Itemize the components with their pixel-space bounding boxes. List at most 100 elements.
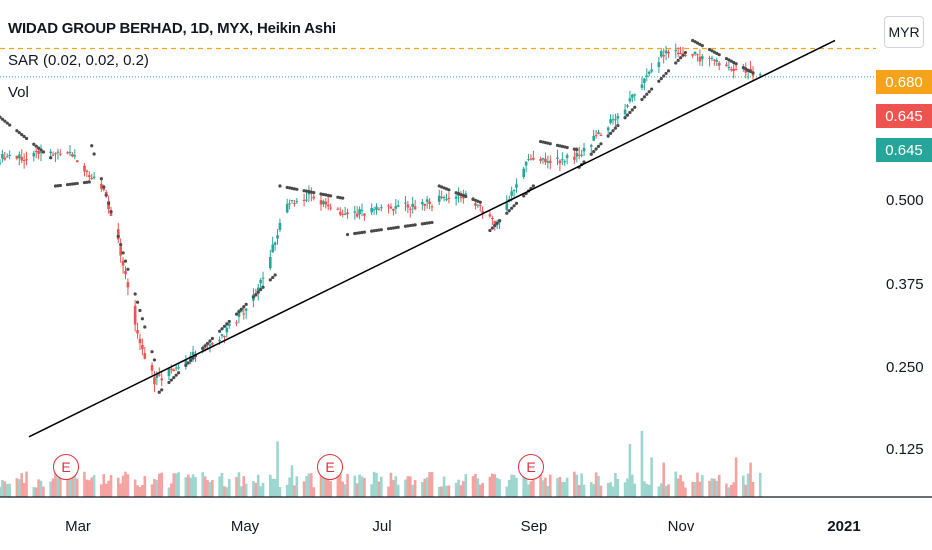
- sar-dot: [565, 145, 569, 150]
- earnings-marker[interactable]: E: [53, 454, 79, 480]
- candle-body: [442, 196, 446, 199]
- candle-body: [529, 158, 533, 160]
- sar-dot: [391, 226, 395, 230]
- currency-button[interactable]: MYR: [884, 16, 924, 48]
- candle-body: [71, 154, 74, 157]
- sar-dot: [514, 201, 519, 205]
- sar-dot: [345, 232, 350, 237]
- candle-body: [696, 54, 699, 56]
- sar-dot: [447, 188, 451, 192]
- volume-bar: [580, 473, 583, 497]
- volume-bar: [413, 479, 417, 497]
- sar-dot: [548, 142, 552, 146]
- sar-dot: [505, 211, 509, 215]
- sar-dot: [92, 152, 96, 156]
- candle-body: [244, 308, 248, 311]
- candle-body: [582, 147, 586, 152]
- sar-dot: [65, 182, 70, 187]
- volume-bar: [66, 472, 69, 497]
- trendline-layer[interactable]: [28, 39, 836, 438]
- volume-bar: [698, 481, 702, 497]
- sar-dot: [616, 123, 620, 128]
- candle-body: [285, 204, 289, 213]
- candle-body: [577, 154, 581, 156]
- volume-bar: [507, 479, 511, 497]
- sar-dot: [493, 223, 497, 228]
- sar-dot: [227, 319, 231, 324]
- sar-dot: [220, 327, 224, 331]
- candle-body: [606, 127, 610, 131]
- sar-dot: [471, 197, 475, 201]
- sar-indicator-label[interactable]: SAR (0.02, 0.02, 0.2): [8, 52, 149, 69]
- sar-dot: [676, 58, 680, 62]
- volume-bar: [676, 478, 680, 497]
- sar-dot: [205, 341, 210, 346]
- candle-body: [749, 68, 752, 70]
- candle-body: [0, 162, 2, 164]
- earnings-marker[interactable]: E: [317, 454, 343, 480]
- candle-body: [510, 191, 513, 196]
- volume-bar: [708, 480, 711, 497]
- sar-dot: [657, 79, 661, 83]
- sar-dot: [596, 144, 601, 148]
- volume-bar: [493, 474, 497, 497]
- volume-indicator-label[interactable]: Vol: [8, 84, 29, 101]
- candle-body: [447, 198, 451, 200]
- volume-bar: [758, 472, 762, 497]
- sar-dot: [691, 38, 695, 43]
- sar-dot: [341, 196, 345, 200]
- candle-body: [505, 201, 509, 210]
- volume-bar: [189, 477, 192, 497]
- sar-dot: [336, 195, 340, 199]
- candle-body: [423, 203, 427, 206]
- candle-body: [15, 155, 19, 159]
- volume-bar: [326, 479, 330, 497]
- candle-body: [278, 223, 282, 230]
- sar-dot: [169, 378, 173, 382]
- sar-dot: [442, 186, 446, 190]
- sar-dot: [724, 56, 729, 61]
- volume-bar: [631, 474, 634, 497]
- candle-body: [478, 205, 482, 207]
- sar-dot: [75, 181, 79, 186]
- candle-body: [126, 282, 130, 288]
- volume-bar: [269, 474, 272, 497]
- volume-bar: [727, 487, 731, 497]
- sar-dot: [321, 192, 325, 197]
- volume-bar: [744, 484, 748, 497]
- volume-bar: [691, 481, 694, 497]
- candle-body: [225, 327, 229, 333]
- volume-bar: [336, 475, 340, 497]
- sar-dot: [357, 231, 362, 235]
- candle-body: [758, 74, 762, 76]
- sar-dot: [563, 145, 567, 149]
- sar-dot: [140, 317, 144, 321]
- volume-bar: [396, 484, 400, 497]
- sar-dot: [473, 198, 478, 202]
- candle-body: [363, 213, 366, 216]
- sar-dot: [160, 388, 164, 392]
- volume-bar: [102, 474, 106, 497]
- candle-body: [49, 151, 52, 154]
- volume-bar: [208, 482, 212, 497]
- candle-body: [116, 229, 120, 240]
- sar-dot: [32, 142, 36, 146]
- volume-bar: [445, 485, 448, 497]
- volume-bar: [256, 474, 260, 497]
- sar-dot: [372, 229, 376, 233]
- sar-dot: [184, 363, 188, 368]
- volume-bar: [191, 474, 195, 497]
- volume-bar: [71, 474, 74, 497]
- earnings-marker[interactable]: E: [518, 454, 544, 480]
- volume-bar: [406, 476, 410, 497]
- sar-dot: [377, 228, 381, 232]
- candle-body: [546, 161, 550, 163]
- volume-bar: [428, 472, 431, 497]
- volume-bar: [3, 481, 7, 497]
- candle-body: [387, 205, 390, 207]
- candle-body: [218, 339, 221, 342]
- sar-dot: [312, 190, 316, 195]
- y-tick-label: 0.250: [886, 359, 924, 376]
